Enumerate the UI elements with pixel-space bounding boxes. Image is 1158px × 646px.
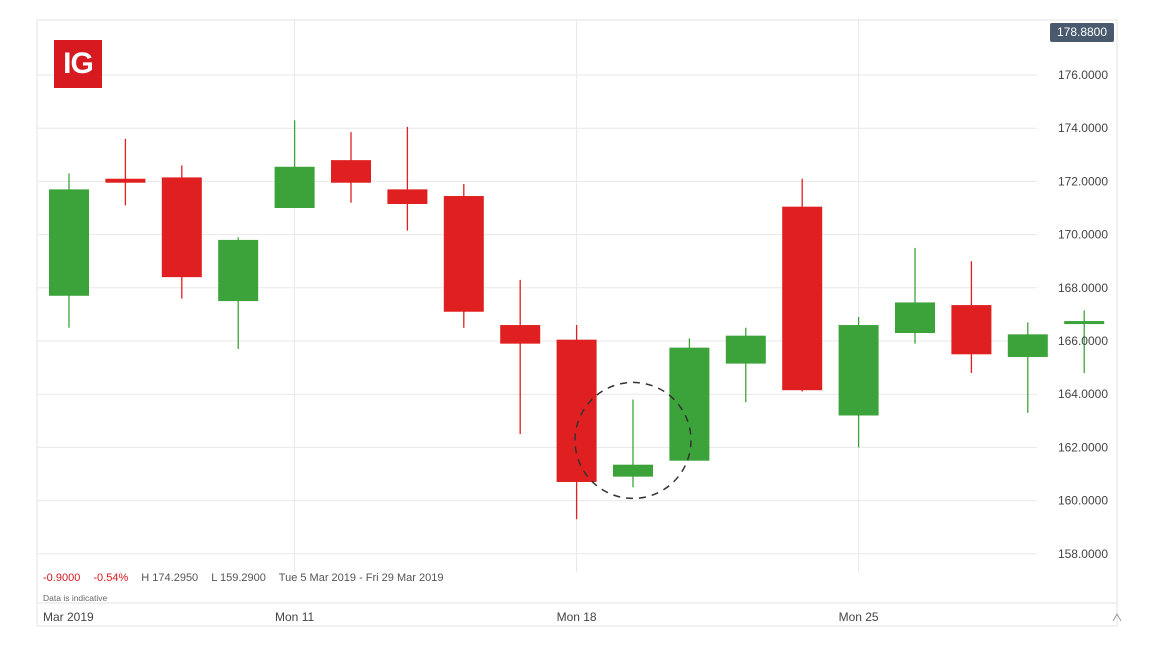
price-summary: -0.9000 -0.54% H 174.2950 L 159.2900 Tue… bbox=[43, 572, 453, 584]
candle-down bbox=[331, 132, 371, 203]
y-tick-label: 158.0000 bbox=[1058, 547, 1108, 561]
current-price-badge: 178.8800 bbox=[1050, 23, 1114, 42]
date-range: Tue 5 Mar 2019 - Fri 29 Mar 2019 bbox=[278, 572, 444, 584]
candle-down bbox=[161, 165, 202, 299]
candle-body bbox=[669, 347, 710, 461]
change-value: -0.9000 bbox=[43, 572, 81, 584]
candles bbox=[49, 120, 1105, 520]
candle-down bbox=[443, 184, 484, 328]
candle-body bbox=[1064, 321, 1105, 325]
change-percent: -0.54% bbox=[93, 572, 129, 584]
candle-body bbox=[613, 464, 653, 477]
x-tick-label: Mon 18 bbox=[557, 610, 597, 624]
candle-body bbox=[782, 206, 823, 391]
y-tick-label: 174.0000 bbox=[1058, 121, 1108, 135]
candle-up bbox=[1007, 322, 1048, 413]
candle-body bbox=[556, 339, 597, 482]
candle-up bbox=[218, 237, 259, 349]
candle-body bbox=[895, 302, 935, 334]
indicative-note: Data is indicative bbox=[43, 593, 108, 603]
candle-body bbox=[443, 196, 484, 312]
candle-body bbox=[105, 178, 146, 183]
highlight-circle bbox=[574, 381, 692, 500]
y-tick-label: 160.0000 bbox=[1058, 494, 1108, 508]
x-tick-label: Mon 25 bbox=[839, 610, 879, 624]
candle-body bbox=[331, 160, 371, 183]
y-tick-label: 170.0000 bbox=[1058, 228, 1108, 242]
candle-up bbox=[49, 173, 89, 328]
candle-body bbox=[161, 177, 202, 278]
candle-up bbox=[669, 338, 710, 461]
candle-body bbox=[838, 325, 879, 416]
candle-down bbox=[951, 261, 992, 373]
y-tick-label: 166.0000 bbox=[1058, 334, 1108, 348]
high-value: H 174.2950 bbox=[141, 572, 199, 584]
y-tick-label: 162.0000 bbox=[1058, 440, 1108, 454]
y-tick-label: 168.0000 bbox=[1058, 281, 1108, 295]
candle-body bbox=[274, 166, 315, 208]
candle-down bbox=[387, 126, 428, 231]
y-tick-label: 164.0000 bbox=[1058, 387, 1108, 401]
x-tick-label: Mon 11 bbox=[275, 610, 314, 624]
ig-logo: IG bbox=[54, 40, 102, 88]
x-tick-label: Mar 2019 bbox=[43, 610, 94, 624]
candle-up bbox=[274, 120, 315, 208]
candle-body bbox=[218, 239, 259, 302]
candle-body bbox=[725, 335, 766, 364]
expand-arrow-icon[interactable] bbox=[1112, 612, 1122, 622]
y-tick-label: 172.0000 bbox=[1058, 174, 1108, 188]
candle-body bbox=[49, 189, 89, 296]
low-value: L 159.2900 bbox=[211, 572, 266, 584]
y-tick-label: 176.0000 bbox=[1058, 68, 1108, 82]
candle-up bbox=[1064, 310, 1105, 373]
candle-up bbox=[838, 317, 879, 448]
candle-up bbox=[895, 247, 935, 344]
candle-body bbox=[1007, 334, 1048, 357]
candle-down bbox=[782, 178, 823, 392]
y-axis-tick-labels: 176.0000 174.0000 172.0000 170.0000 168.0000… bbox=[1058, 68, 1108, 561]
candle-body bbox=[387, 189, 428, 205]
candle-up bbox=[613, 399, 653, 488]
candle-body bbox=[951, 305, 992, 355]
candle-down bbox=[556, 325, 597, 520]
candle-down bbox=[105, 138, 146, 206]
candle-down bbox=[500, 279, 541, 435]
candle-up bbox=[725, 327, 766, 403]
candle-body bbox=[500, 325, 541, 344]
x-axis-tick-labels: Mar 2019 Mon 11 Mon 18 Mon 25 bbox=[43, 610, 879, 624]
